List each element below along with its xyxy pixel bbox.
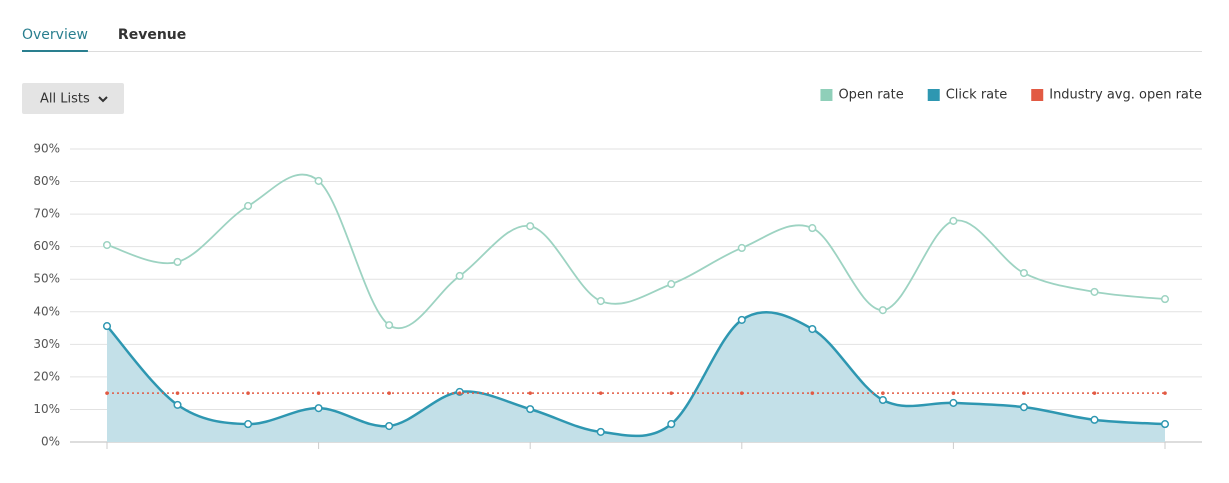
- point: [881, 391, 885, 395]
- point: [385, 421, 394, 431]
- point: [385, 321, 394, 330]
- point: [810, 391, 815, 395]
- point: [737, 243, 746, 253]
- dropdown[interactable]: [22, 83, 124, 114]
- point: [1160, 295, 1170, 304]
- y-tick-label: 80%: [33, 174, 60, 188]
- y-tick-label: 50%: [33, 272, 60, 286]
- point: [949, 398, 958, 407]
- point: [1160, 420, 1170, 429]
- legend-swatch: [1031, 89, 1044, 101]
- point: [102, 322, 112, 331]
- list-filter[interactable]: All Lists: [22, 83, 124, 114]
- point: [316, 391, 321, 395]
- point: [596, 427, 605, 436]
- line: [106, 173, 1166, 329]
- point: [244, 420, 253, 429]
- point: [949, 216, 958, 225]
- y-tick-label: 90%: [33, 142, 60, 156]
- point: [878, 306, 887, 315]
- y-tick-label: 20%: [33, 369, 60, 383]
- point: [175, 391, 180, 395]
- point: [1019, 268, 1028, 278]
- y-tick-label: 60%: [33, 239, 60, 253]
- point: [105, 391, 109, 395]
- point: [596, 296, 605, 306]
- point: [173, 257, 182, 267]
- y-tick-label: 30%: [33, 337, 60, 351]
- point: [526, 222, 535, 231]
- point: [244, 201, 253, 211]
- point: [526, 405, 535, 414]
- point: [1092, 391, 1097, 395]
- legend-swatch: [927, 89, 940, 101]
- point: [1022, 391, 1026, 395]
- chevron: [98, 96, 108, 103]
- legend-label: Open rate: [838, 88, 903, 103]
- point: [528, 391, 532, 395]
- tab-bar: Overview Revenue: [22, 27, 186, 52]
- point: [1090, 287, 1099, 296]
- point: [808, 224, 817, 233]
- point: [457, 391, 462, 395]
- point: [667, 280, 676, 289]
- point: [1090, 415, 1099, 424]
- point: [314, 404, 323, 413]
- point: [1163, 391, 1167, 395]
- tab[interactable]: Overview: [22, 27, 88, 43]
- dropdown-label: All Lists: [40, 92, 90, 107]
- legend-label: Click rate: [946, 88, 1008, 103]
- point: [951, 391, 956, 395]
- point: [878, 395, 887, 405]
- legend-label: Industry avg. open rate: [1049, 88, 1202, 103]
- y-tick-label: 0%: [41, 435, 60, 449]
- point: [740, 391, 744, 395]
- point: [1019, 403, 1028, 412]
- tab[interactable]: Revenue: [118, 27, 186, 43]
- y-tick-label: 70%: [33, 207, 60, 221]
- point: [173, 400, 182, 409]
- point: [246, 391, 250, 395]
- y-tick-label: 40%: [33, 304, 60, 318]
- point: [737, 315, 746, 324]
- point: [598, 391, 603, 395]
- point: [808, 324, 817, 334]
- point: [455, 271, 464, 281]
- point: [387, 391, 391, 395]
- point: [667, 420, 676, 429]
- y-tick-label: 10%: [33, 402, 60, 416]
- line: [106, 311, 1166, 438]
- legend-swatch: [820, 89, 833, 101]
- point: [102, 240, 112, 250]
- point: [314, 176, 323, 185]
- point: [669, 391, 674, 395]
- area: [107, 312, 1165, 442]
